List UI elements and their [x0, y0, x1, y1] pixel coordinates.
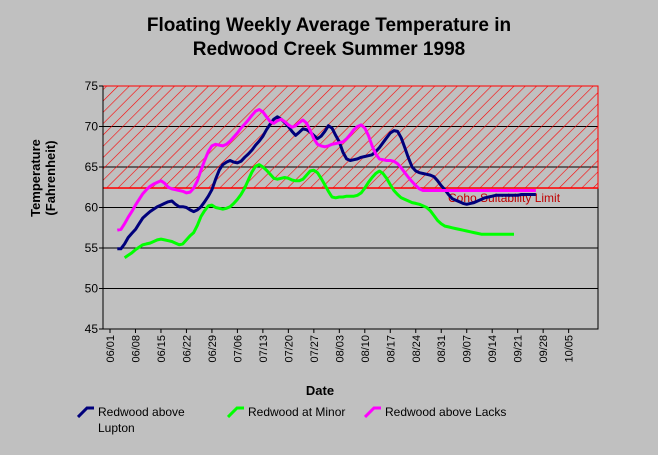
- legend-swatch-lupton: [77, 406, 94, 418]
- x-tick-label: 07/20: [283, 335, 295, 363]
- x-tick-label: 06/08: [130, 335, 142, 363]
- y-tick-label: 50: [85, 282, 99, 296]
- x-tick-label: 09/21: [513, 335, 525, 363]
- legend-item-lupton: Redwood above Lupton: [77, 404, 217, 436]
- y-tick-label: 70: [85, 120, 99, 134]
- x-tick-label: 08/24: [411, 335, 423, 363]
- legend-swatch-minor: [227, 406, 244, 418]
- x-axis-label: Date: [306, 383, 334, 398]
- x-tick-label: 08/17: [385, 335, 397, 363]
- series-line-0: [117, 115, 536, 251]
- chart-title-line1: Floating Weekly Average Temperature in: [146, 15, 512, 36]
- y-tick-label: 65: [85, 160, 99, 174]
- series-group: [116, 108, 536, 259]
- y-tick-label: 55: [85, 241, 99, 255]
- x-tick-label: 09/07: [462, 335, 474, 363]
- x-tick-label: 07/27: [309, 335, 321, 363]
- x-tick-label: 08/31: [436, 335, 448, 363]
- x-ticks: 06/01 06/08 06/15 06/22 06/29 07/06 07/13 07/20…: [105, 329, 576, 363]
- y-ticks: 45 50 55 60 65 70 75: [85, 79, 103, 336]
- chart-title-line2: Redwood Creek Summer 1998: [192, 39, 466, 60]
- y-tick-label: 45: [85, 322, 99, 336]
- series-line-2: [116, 108, 536, 232]
- x-tick-label: 09/28: [538, 335, 550, 363]
- x-tick-label: 09/14: [487, 335, 499, 363]
- y-tick-label: 75: [85, 79, 99, 93]
- x-tick-label: 08/10: [360, 335, 372, 363]
- x-tick-label: 06/29: [207, 335, 219, 363]
- legend-label-minor: Redwood at Minor: [248, 405, 346, 419]
- x-tick-label: 06/22: [181, 335, 193, 363]
- legend-label-lupton: Redwood above Lupton: [98, 405, 185, 435]
- x-tick-label: 08/03: [334, 335, 346, 363]
- x-tick-label: 07/13: [258, 335, 270, 363]
- x-tick-label: 06/15: [156, 335, 168, 363]
- legend-label-lacks: Redwood above Lacks: [385, 405, 507, 419]
- legend-item-lacks: Redwood above Lacks: [364, 404, 534, 420]
- x-tick-label: 06/01: [105, 335, 117, 363]
- legend-swatch-lacks: [364, 406, 381, 418]
- x-tick-label: 07/06: [232, 335, 244, 363]
- y-tick-label: 60: [85, 201, 99, 215]
- unsuitable-band: [102, 85, 599, 189]
- series-line-1: [123, 163, 514, 259]
- legend-item-minor: Redwood at Minor: [227, 404, 367, 420]
- x-tick-label: 10/05: [564, 335, 576, 363]
